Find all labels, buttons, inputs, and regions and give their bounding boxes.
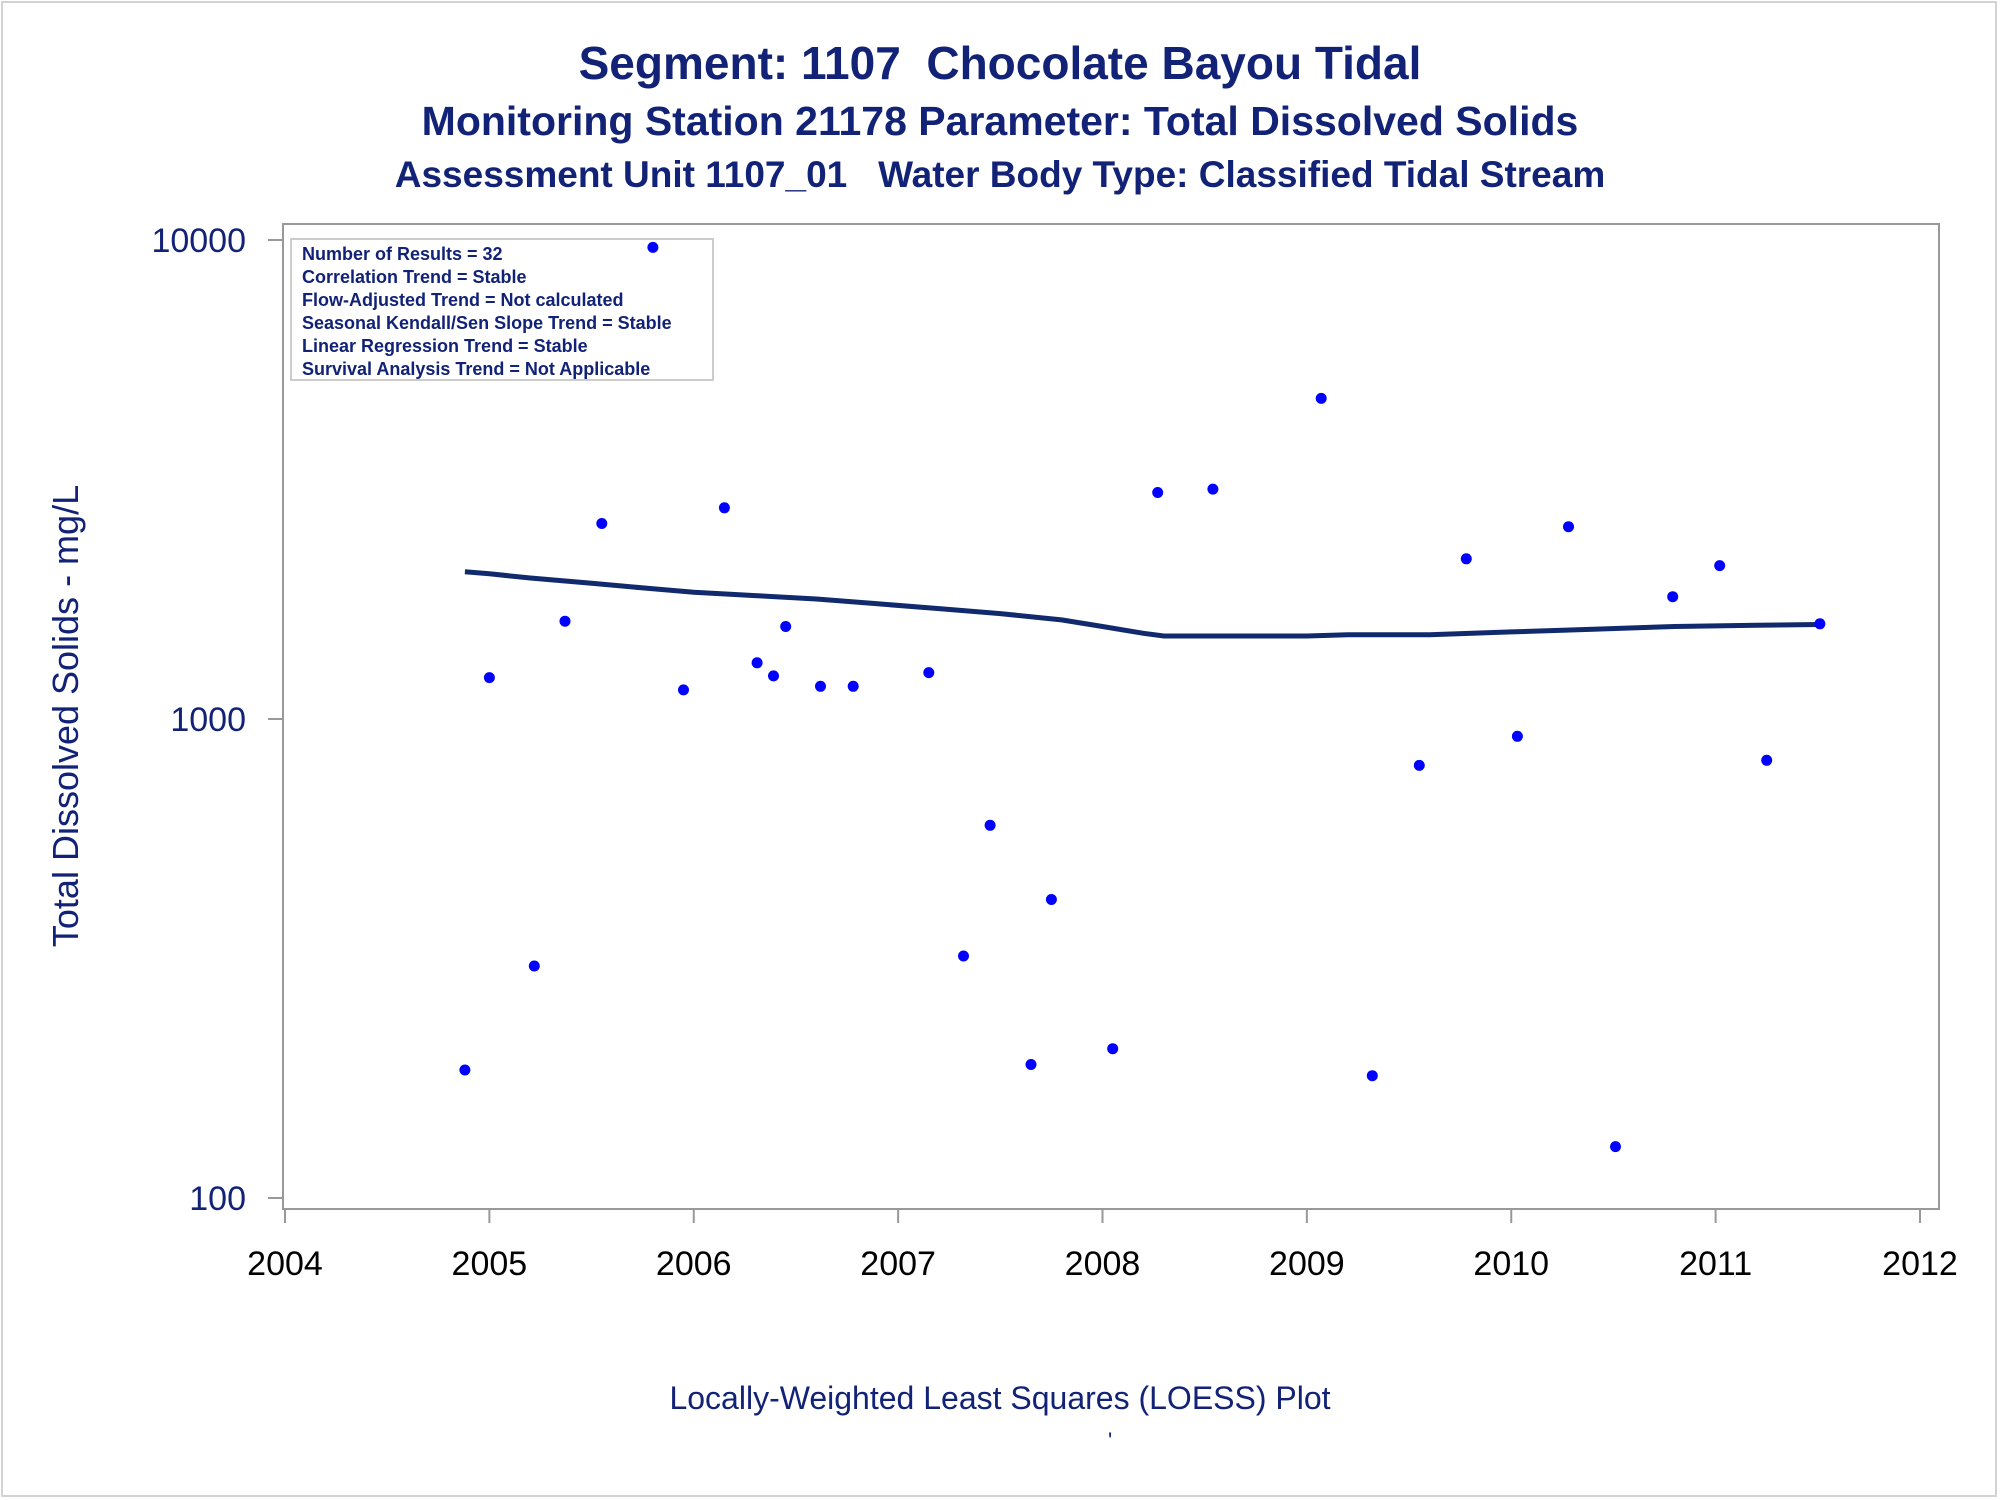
data-point xyxy=(1207,483,1219,495)
stats-box-border xyxy=(290,238,714,381)
y-tick-label: 100 xyxy=(189,1180,246,1218)
stats-line: Flow-Adjusted Trend = Not calculated xyxy=(302,290,624,310)
chart-title: Segment: 1107 Chocolate Bayou Tidal xyxy=(578,37,1422,89)
x-axis: 2004 2005 2006 2007 2008 2009 2010 2011 2012 xyxy=(247,1208,1958,1283)
y-tick-label: 10000 xyxy=(151,222,246,260)
data-point xyxy=(647,241,659,253)
chart-subtitle: Monitoring Station 21178 Parameter: Tota… xyxy=(421,98,1579,144)
data-point xyxy=(596,518,608,529)
x-tick-label: 2012 xyxy=(1882,1245,1958,1283)
data-point xyxy=(923,667,935,679)
stats-line: Correlation Trend = Stable xyxy=(302,267,527,287)
data-point xyxy=(528,960,540,972)
loess-line xyxy=(464,569,1820,639)
x-tick-label: 2005 xyxy=(452,1245,528,1283)
data-point xyxy=(1152,487,1164,498)
data-point xyxy=(1563,521,1574,533)
data-point xyxy=(1761,754,1773,766)
y-tick-label: 1000 xyxy=(170,701,246,739)
footnote-mark: ' xyxy=(1108,1428,1113,1453)
data-point xyxy=(815,680,826,692)
x-tick-label: 2009 xyxy=(1269,1245,1345,1283)
data-point xyxy=(780,621,792,632)
data-point xyxy=(1511,730,1523,742)
data-point xyxy=(678,684,689,696)
chart-subtitle-2: Assessment Unit 1107_01 Water Body Type:… xyxy=(394,154,1606,195)
data-point xyxy=(1025,1059,1037,1070)
stats-line: Survival Analysis Trend = Not Applicable xyxy=(302,359,650,379)
data-point xyxy=(1315,392,1327,404)
x-tick-label: 2006 xyxy=(656,1245,732,1283)
y-axis: 100 1000 10000 xyxy=(151,222,284,1218)
data-point xyxy=(483,672,495,684)
data-point xyxy=(1107,1043,1119,1055)
x-tick-label: 2010 xyxy=(1473,1245,1549,1283)
data-point xyxy=(559,615,571,627)
data-point xyxy=(1366,1070,1378,1082)
x-tick-label: 2008 xyxy=(1065,1245,1141,1283)
stats-line: Seasonal Kendall/Sen Slope Trend = Stabl… xyxy=(302,313,672,333)
x-tick-label: 2007 xyxy=(860,1245,936,1283)
stats-line: Number of Results = 32 xyxy=(302,244,503,264)
data-point xyxy=(1460,553,1472,565)
x-tick-label: 2011 xyxy=(1679,1245,1752,1283)
data-point xyxy=(751,657,763,669)
data-point xyxy=(718,502,730,514)
footnote: Locally-Weighted Least Squares (LOESS) P… xyxy=(669,1380,1331,1416)
stats-box: Number of Results = 32 Correlation Trend … xyxy=(290,238,714,381)
data-point xyxy=(1814,618,1826,630)
data-point xyxy=(1714,560,1726,572)
data-point xyxy=(768,670,779,682)
data-point xyxy=(1667,591,1679,603)
data-point xyxy=(1045,894,1057,905)
data-point xyxy=(1413,759,1425,771)
y-axis-label: Total Dissolved Solids - mg/L xyxy=(45,485,86,947)
data-points xyxy=(459,241,1826,1153)
data-point xyxy=(1610,1141,1621,1153)
data-point xyxy=(847,680,859,692)
x-tick-label: 2004 xyxy=(247,1245,323,1283)
data-point xyxy=(958,950,969,962)
data-point xyxy=(984,819,996,831)
data-point xyxy=(459,1064,471,1076)
stats-line: Linear Regression Trend = Stable xyxy=(302,336,588,356)
